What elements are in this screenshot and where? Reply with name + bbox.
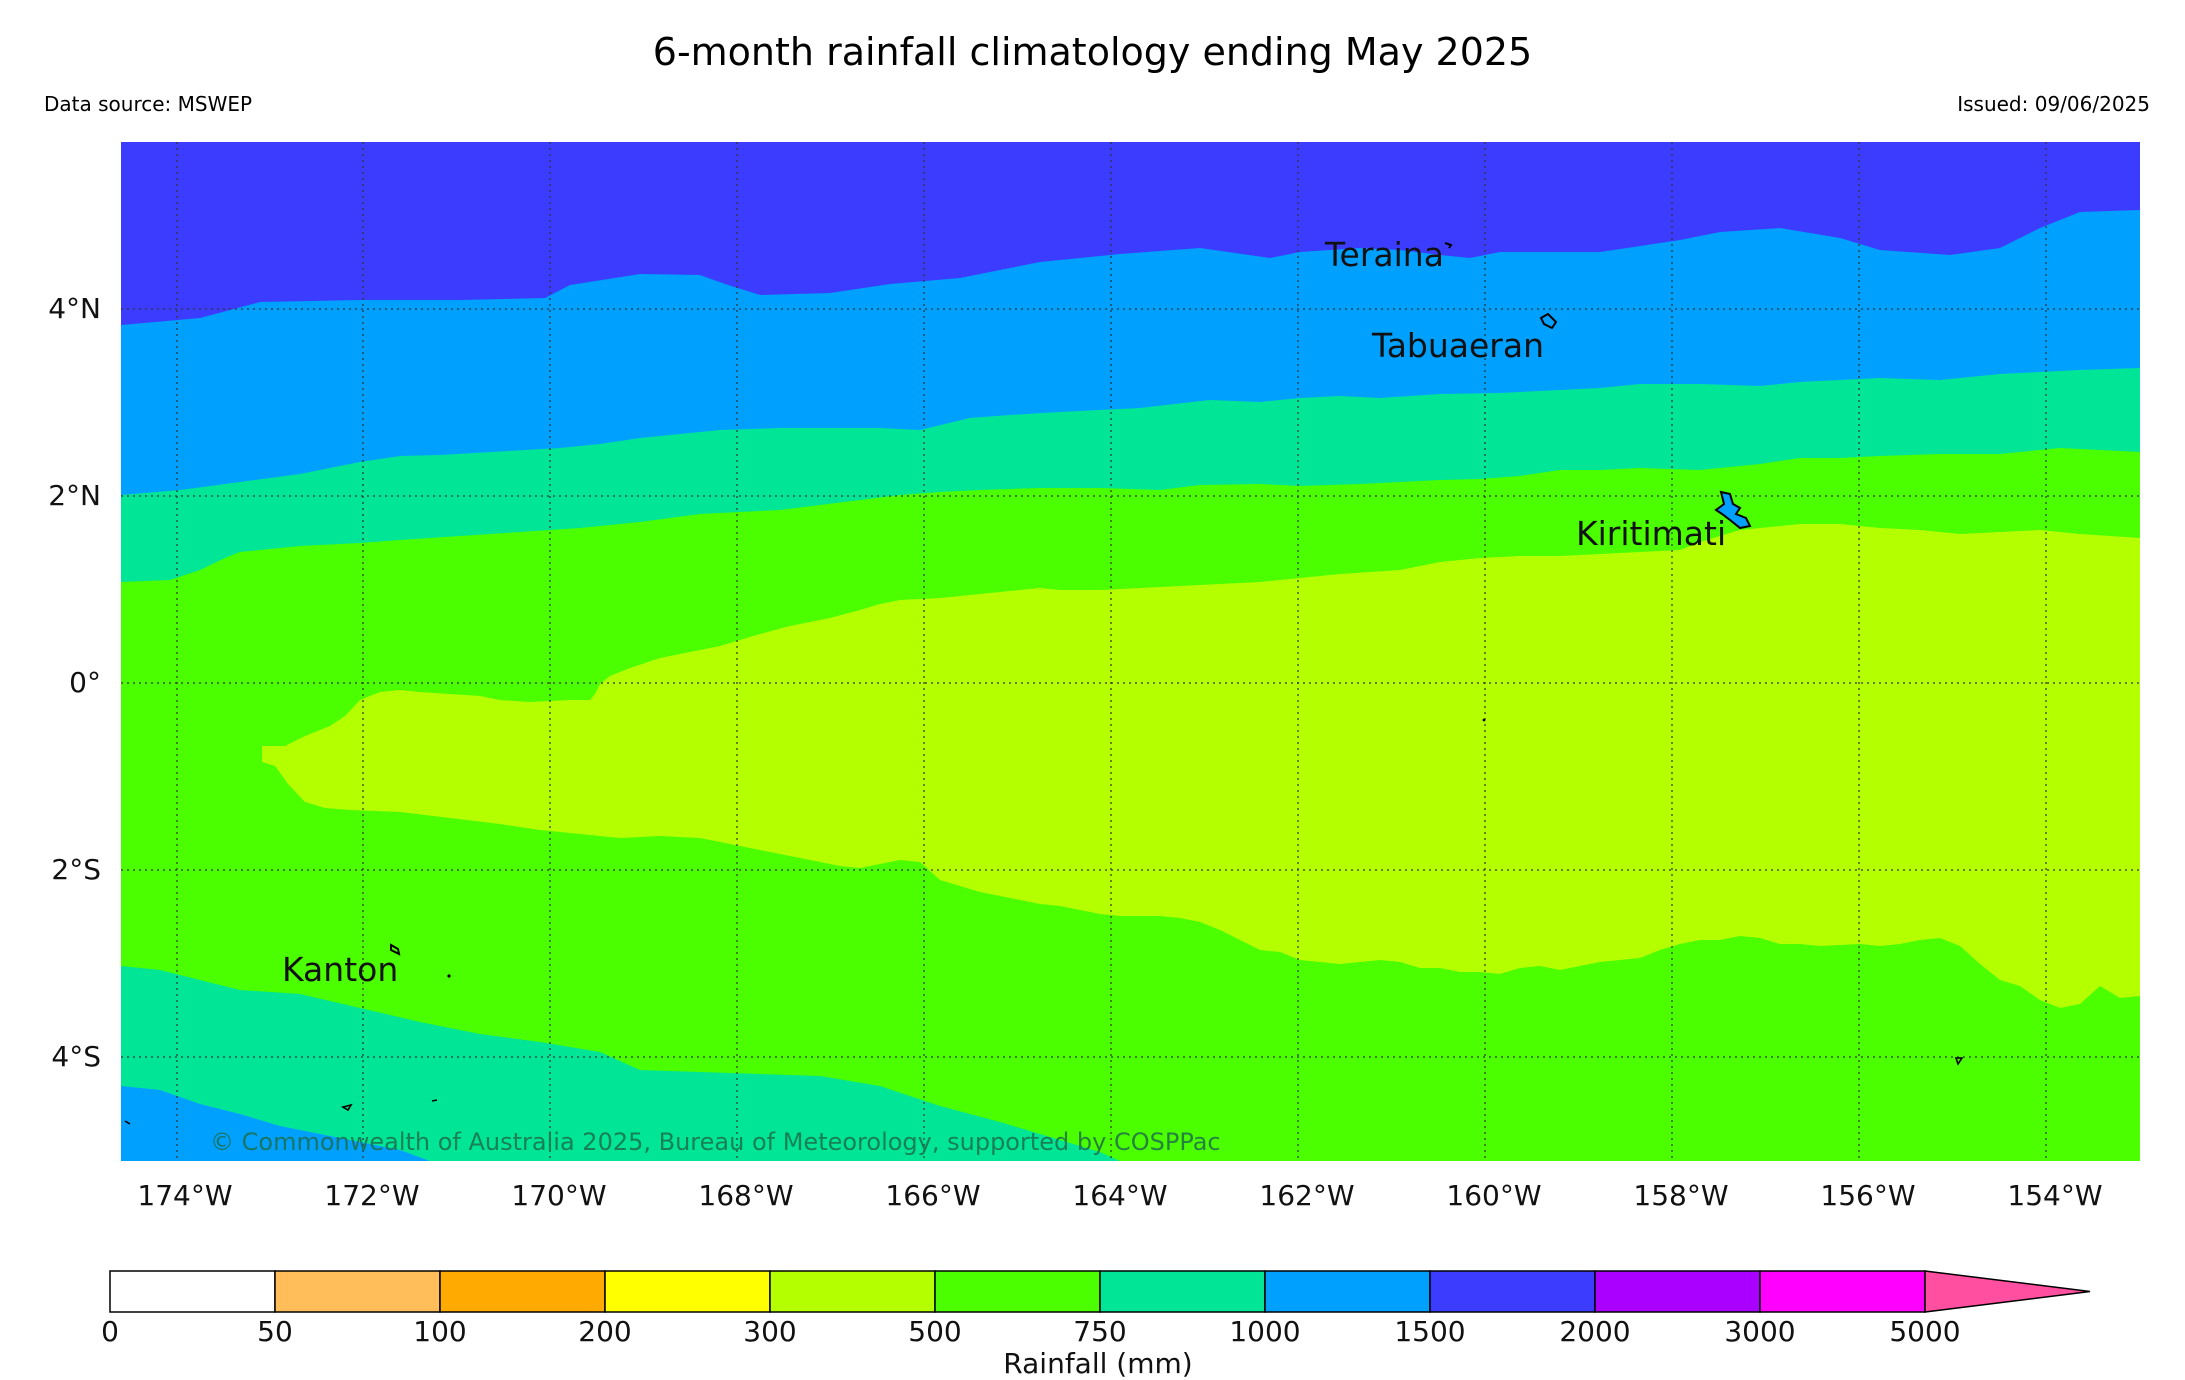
lat-tick-label: 0° xyxy=(69,666,101,699)
kiritimati-island-outline xyxy=(1714,490,1752,530)
islet-marker xyxy=(1954,1057,1964,1066)
colorbar-tick-label: 750 xyxy=(1073,1315,1126,1348)
lon-tick-label: 158°W xyxy=(1633,1179,1728,1212)
colorbar-segment xyxy=(439,1270,606,1313)
colorbar-segment xyxy=(274,1270,441,1313)
copyright-notice: © Commonwealth of Australia 2025, Bureau… xyxy=(210,1128,1221,1156)
colorbar-tick-label: 300 xyxy=(743,1315,796,1348)
islet-marker xyxy=(431,1099,438,1102)
colorbar-segment xyxy=(1099,1270,1266,1313)
lon-tick-label: 166°W xyxy=(885,1179,980,1212)
lon-tick-label: 164°W xyxy=(1072,1179,1167,1212)
islet-marker xyxy=(1482,718,1486,722)
lat-tick-label: 4°N xyxy=(48,292,101,325)
rainfall-map-area: Teraina Tabuaeran Kiritimati Kanton © Co… xyxy=(121,142,2140,1161)
islet-marker xyxy=(447,974,451,978)
lon-tick-label: 156°W xyxy=(1820,1179,1915,1212)
kanton-island-outline xyxy=(390,943,401,956)
lat-tick-label: 2°N xyxy=(48,479,101,512)
colorbar-tick-label: 2000 xyxy=(1559,1315,1630,1348)
zone-300-500 xyxy=(262,524,2140,1008)
zone-750-1000-south xyxy=(121,966,1120,1161)
data-source-label: Data source: MSWEP xyxy=(44,92,253,116)
islet-marker xyxy=(124,1120,131,1125)
issued-date-label: Issued: 09/06/2025 xyxy=(1957,92,2150,116)
lat-tick-label: 2°S xyxy=(51,853,101,886)
zone-1000-1500-south xyxy=(121,1086,430,1161)
lon-tick-label: 170°W xyxy=(511,1179,606,1212)
lat-tick-label: 4°S xyxy=(51,1040,101,1073)
longitude-axis: 174°W 172°W 170°W 168°W 166°W 164°W 162°… xyxy=(137,1179,2102,1212)
colorbar-tick-label: 3000 xyxy=(1724,1315,1795,1348)
colorbar-tick-label: 1500 xyxy=(1394,1315,1465,1348)
colorbar-segment xyxy=(1759,1270,1926,1313)
colorbar-label: Rainfall (mm) xyxy=(1003,1347,1192,1380)
colorbar-tick-label: 100 xyxy=(413,1315,466,1348)
colorbar-segment xyxy=(1594,1270,1761,1313)
colorbar-segment xyxy=(1429,1270,1596,1313)
lon-tick-label: 154°W xyxy=(2007,1179,2102,1212)
teraina-island-outline xyxy=(1444,242,1453,249)
place-label-kanton: Kanton xyxy=(282,950,398,989)
colorbar-segment xyxy=(769,1270,936,1313)
colorbar-segment xyxy=(604,1270,771,1313)
lon-tick-label: 162°W xyxy=(1259,1179,1354,1212)
place-label-teraina: Teraina xyxy=(1324,235,1444,274)
colorbar-segment xyxy=(934,1270,1101,1313)
tabuaeran-island-outline xyxy=(1539,312,1558,330)
lon-tick-label: 172°W xyxy=(324,1179,419,1212)
colorbar-tick-label: 200 xyxy=(578,1315,631,1348)
lon-tick-label: 168°W xyxy=(698,1179,793,1212)
colorbar-segment xyxy=(109,1270,276,1313)
colorbar-tick-label: 0 xyxy=(101,1315,119,1348)
place-label-tabuaeran: Tabuaeran xyxy=(1371,326,1544,365)
colorbar-tick-label: 5000 xyxy=(1889,1315,1960,1348)
colorbar-tick-label: 1000 xyxy=(1229,1315,1300,1348)
graticule xyxy=(121,142,2140,1161)
map-title: 6-month rainfall climatology ending May … xyxy=(652,30,1533,74)
latitude-axis: 4°N 2°N 0° 2°S 4°S xyxy=(48,292,101,1073)
place-label-kiritimati: Kiritimati xyxy=(1576,514,1726,553)
colorbar-tick-label: 500 xyxy=(908,1315,961,1348)
colorbar-tick-labels: 0 50 100 200 300 500 750 1000 1500 2000 3000 5000 xyxy=(101,1315,1961,1348)
colorbar-tick-label: 50 xyxy=(257,1315,293,1348)
colorbar-extend-arrow xyxy=(1924,1270,2091,1313)
lon-tick-label: 160°W xyxy=(1446,1179,1541,1212)
colorbar-segment xyxy=(1264,1270,1431,1313)
lon-tick-label: 174°W xyxy=(137,1179,232,1212)
islet-marker xyxy=(340,1103,353,1112)
rainfall-colorbar xyxy=(109,1270,2091,1313)
